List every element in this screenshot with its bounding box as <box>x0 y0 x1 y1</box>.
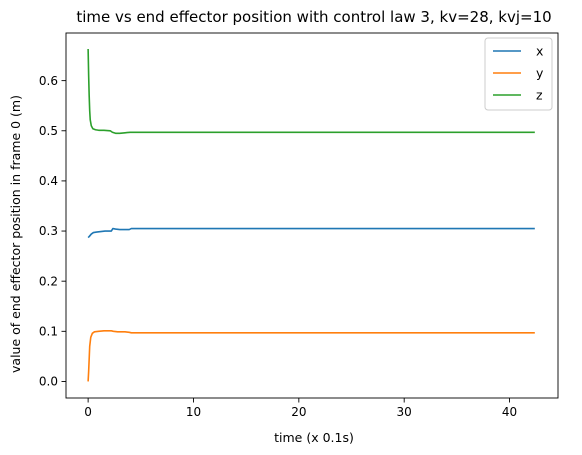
y-axis-label: value of end effector position in frame … <box>8 95 23 373</box>
plot-background <box>66 33 558 398</box>
plot-area <box>66 33 558 398</box>
y-tick-label: 0.6 <box>39 74 58 88</box>
y-tick-label: 0.2 <box>39 274 58 288</box>
series-line-y <box>87 330 535 382</box>
y-tick-label: 0.1 <box>39 325 58 339</box>
x-tick-label: 10 <box>186 405 201 419</box>
axes: 0 10 20 30 40 0.0 0.1 0.2 0.3 0.4 0.5 0.6 <box>39 32 559 419</box>
y-tick-label: 0.0 <box>39 375 58 389</box>
legend-label-x: x <box>536 44 543 59</box>
y-tick-label: 0.5 <box>39 124 58 138</box>
axes-frame <box>65 32 559 399</box>
x-tick-label: 40 <box>502 405 517 419</box>
legend-box <box>484 37 553 111</box>
series-line-z <box>87 49 535 135</box>
x-tick-label: 0 <box>84 405 92 419</box>
y-tick-label: 0.4 <box>39 174 58 188</box>
legend-label-z: z <box>536 88 543 103</box>
series-lines <box>87 49 535 382</box>
x-axis-label: time (x 0.1s) <box>274 430 354 445</box>
series-line-x <box>87 227 535 239</box>
x-tick-label: 20 <box>291 405 306 419</box>
y-tick-label: 0.3 <box>39 224 58 238</box>
chart-title: time vs end effector position with contr… <box>76 8 551 26</box>
legend-label-y: y <box>536 66 544 81</box>
legend: xyz <box>484 37 553 111</box>
x-tick-label: 30 <box>397 405 412 419</box>
